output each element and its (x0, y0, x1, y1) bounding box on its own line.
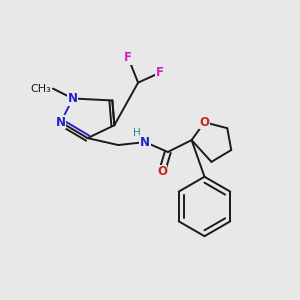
Text: O: O (200, 116, 209, 129)
Text: N: N (68, 92, 78, 105)
Text: H: H (133, 128, 141, 138)
Text: O: O (157, 165, 167, 178)
Text: F: F (156, 66, 164, 79)
Text: F: F (124, 51, 132, 64)
Text: CH₃: CH₃ (30, 84, 51, 94)
Text: N: N (140, 136, 150, 148)
Text: N: N (56, 116, 66, 129)
